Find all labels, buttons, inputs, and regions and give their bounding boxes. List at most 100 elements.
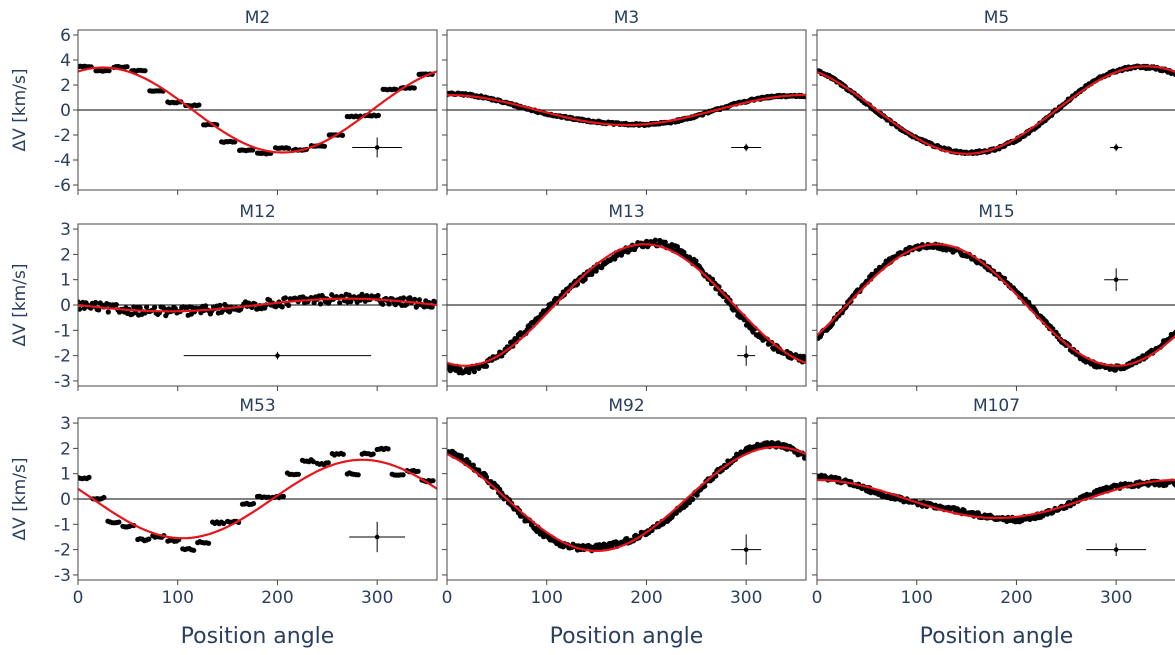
y-tick-label: 2 (60, 439, 71, 459)
y-tick-label: -2 (54, 541, 71, 561)
error-bar-center (275, 353, 280, 358)
error-bar-center (374, 145, 380, 150)
y-axis-label: ΔV [km/s] (10, 458, 30, 541)
data-point (152, 304, 158, 310)
data-point (206, 540, 212, 546)
data-point (310, 459, 316, 465)
data-point (483, 474, 490, 480)
data-point (690, 496, 696, 502)
fit-curve (817, 65, 1175, 155)
data-point (232, 139, 238, 145)
data-point (340, 451, 346, 457)
panel-m92: M92 0 100 200 300 Position angle (442, 396, 807, 649)
data-point (286, 145, 292, 151)
x-tick-label: 200 (1000, 588, 1032, 608)
data-points (447, 440, 806, 554)
data-point (282, 295, 288, 301)
error-bar-center (1113, 277, 1119, 282)
x-axis-label: Position angle (181, 624, 335, 649)
y-tick-label: 1 (60, 465, 71, 485)
data-point (124, 64, 130, 70)
data-point (476, 467, 482, 473)
error-bar-center (743, 145, 749, 150)
data-point (101, 494, 107, 501)
data-point (339, 132, 346, 138)
y-tick-label: 6 (60, 26, 71, 46)
data-point (662, 239, 668, 245)
data-point (86, 474, 92, 480)
data-point (286, 302, 292, 308)
data-point (161, 305, 167, 312)
panel-m53: M53 0 100 200 300 -3 -2 -1 0 1 2 3 ΔV [km/s] Position… (10, 396, 438, 649)
y-tick-label: 2 (60, 245, 71, 265)
data-point (375, 292, 381, 299)
data-point (380, 301, 386, 307)
data-point (106, 68, 112, 74)
data-point (250, 501, 257, 507)
y-tick-label: 2 (60, 76, 71, 96)
x-tick-label: 100 (161, 588, 193, 608)
panel-title: M92 (608, 396, 644, 416)
data-point (317, 301, 324, 307)
fit-curve (78, 66, 437, 154)
data-point (458, 453, 464, 459)
data-point (370, 451, 376, 457)
data-point (411, 85, 417, 91)
data-point (295, 471, 301, 477)
data-point (78, 306, 83, 312)
fit-group (78, 297, 437, 313)
data-point (142, 68, 148, 74)
error-bar (731, 534, 762, 565)
data-point (593, 268, 599, 274)
data-point (803, 355, 806, 361)
fit-curve (447, 243, 806, 367)
data-point (364, 293, 370, 299)
data-point (279, 304, 285, 310)
error-bar-center (374, 534, 380, 540)
data-point (250, 147, 256, 153)
error-bar (1104, 268, 1129, 292)
data-point (624, 536, 630, 542)
fit-curve (817, 243, 1175, 367)
data-point (113, 302, 119, 308)
x-tick-label: 100 (530, 588, 562, 608)
data-point (652, 237, 659, 243)
data-point (116, 519, 122, 525)
fit-group (78, 66, 437, 154)
data-point (221, 520, 227, 527)
data-point (412, 296, 418, 302)
data-point (96, 307, 102, 313)
panel-m15: M15 (812, 202, 1175, 391)
data-point (386, 301, 392, 307)
data-point (137, 305, 143, 311)
panel-title: M107 (973, 396, 1020, 416)
panel-title: M2 (245, 8, 270, 28)
data-points (78, 445, 436, 553)
data-point (404, 301, 410, 307)
data-point (337, 300, 343, 306)
data-point (144, 304, 150, 310)
x-tick-label: 100 (900, 588, 932, 608)
x-tick-label: 0 (442, 588, 453, 608)
data-point (321, 143, 328, 149)
error-bar-center (1113, 145, 1119, 150)
x-tick-label: 300 (1100, 588, 1132, 608)
fit-curve (447, 446, 806, 552)
y-tick-label: -3 (54, 372, 71, 392)
y-tick-label: -2 (54, 126, 71, 146)
fit-group (78, 458, 437, 540)
data-point (325, 460, 331, 466)
data-point (265, 494, 272, 500)
error-bar-center (1113, 547, 1119, 552)
y-tick-label: 3 (60, 414, 71, 434)
data-point (483, 363, 490, 369)
data-point (385, 446, 391, 452)
data-point (582, 276, 588, 282)
error-bar (1086, 543, 1147, 556)
data-point (400, 472, 406, 478)
y-axis-label: ΔV [km/s] (10, 264, 30, 347)
x-tick-label: 0 (812, 588, 823, 608)
data-point (415, 468, 421, 474)
fit-curve (78, 297, 437, 313)
y-tick-label: 0 (60, 101, 71, 121)
